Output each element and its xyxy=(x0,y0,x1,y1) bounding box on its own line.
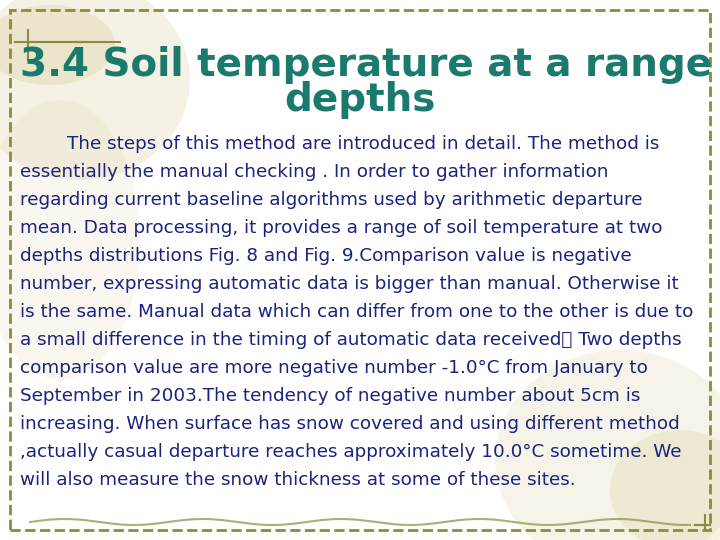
Text: number, expressing automatic data is bigger than manual. Otherwise it: number, expressing automatic data is big… xyxy=(20,275,679,293)
Text: comparison value are more negative number -1.0°C from January to: comparison value are more negative numbe… xyxy=(20,359,648,377)
Ellipse shape xyxy=(495,350,720,540)
Text: is the same. Manual data which can differ from one to the other is due to: is the same. Manual data which can diffe… xyxy=(20,303,693,321)
Ellipse shape xyxy=(0,0,190,180)
Text: will also measure the snow thickness at some of these sites.: will also measure the snow thickness at … xyxy=(20,471,575,489)
Ellipse shape xyxy=(0,100,140,380)
Text: depths: depths xyxy=(284,81,436,119)
Text: 3.4 Soil temperature at a range of: 3.4 Soil temperature at a range of xyxy=(20,46,720,84)
Ellipse shape xyxy=(610,430,720,540)
Text: essentially the manual checking . In order to gather information: essentially the manual checking . In ord… xyxy=(20,163,608,181)
Text: The steps of this method are introduced in detail. The method is: The steps of this method are introduced … xyxy=(20,135,660,153)
Text: increasing. When surface has snow covered and using different method: increasing. When surface has snow covere… xyxy=(20,415,680,433)
Text: depths distributions Fig. 8 and Fig. 9.Comparison value is negative: depths distributions Fig. 8 and Fig. 9.C… xyxy=(20,247,631,265)
Text: ,actually casual departure reaches approximately 10.0°C sometime. We: ,actually casual departure reaches appro… xyxy=(20,443,682,461)
Text: a small difference in the timing of automatic data received， Two depths: a small difference in the timing of auto… xyxy=(20,331,682,349)
Text: regarding current baseline algorithms used by arithmetic departure: regarding current baseline algorithms us… xyxy=(20,191,642,209)
Ellipse shape xyxy=(0,5,115,85)
Text: September in 2003.The tendency of negative number about 5cm is: September in 2003.The tendency of negati… xyxy=(20,387,640,405)
Text: mean. Data processing, it provides a range of soil temperature at two: mean. Data processing, it provides a ran… xyxy=(20,219,662,237)
